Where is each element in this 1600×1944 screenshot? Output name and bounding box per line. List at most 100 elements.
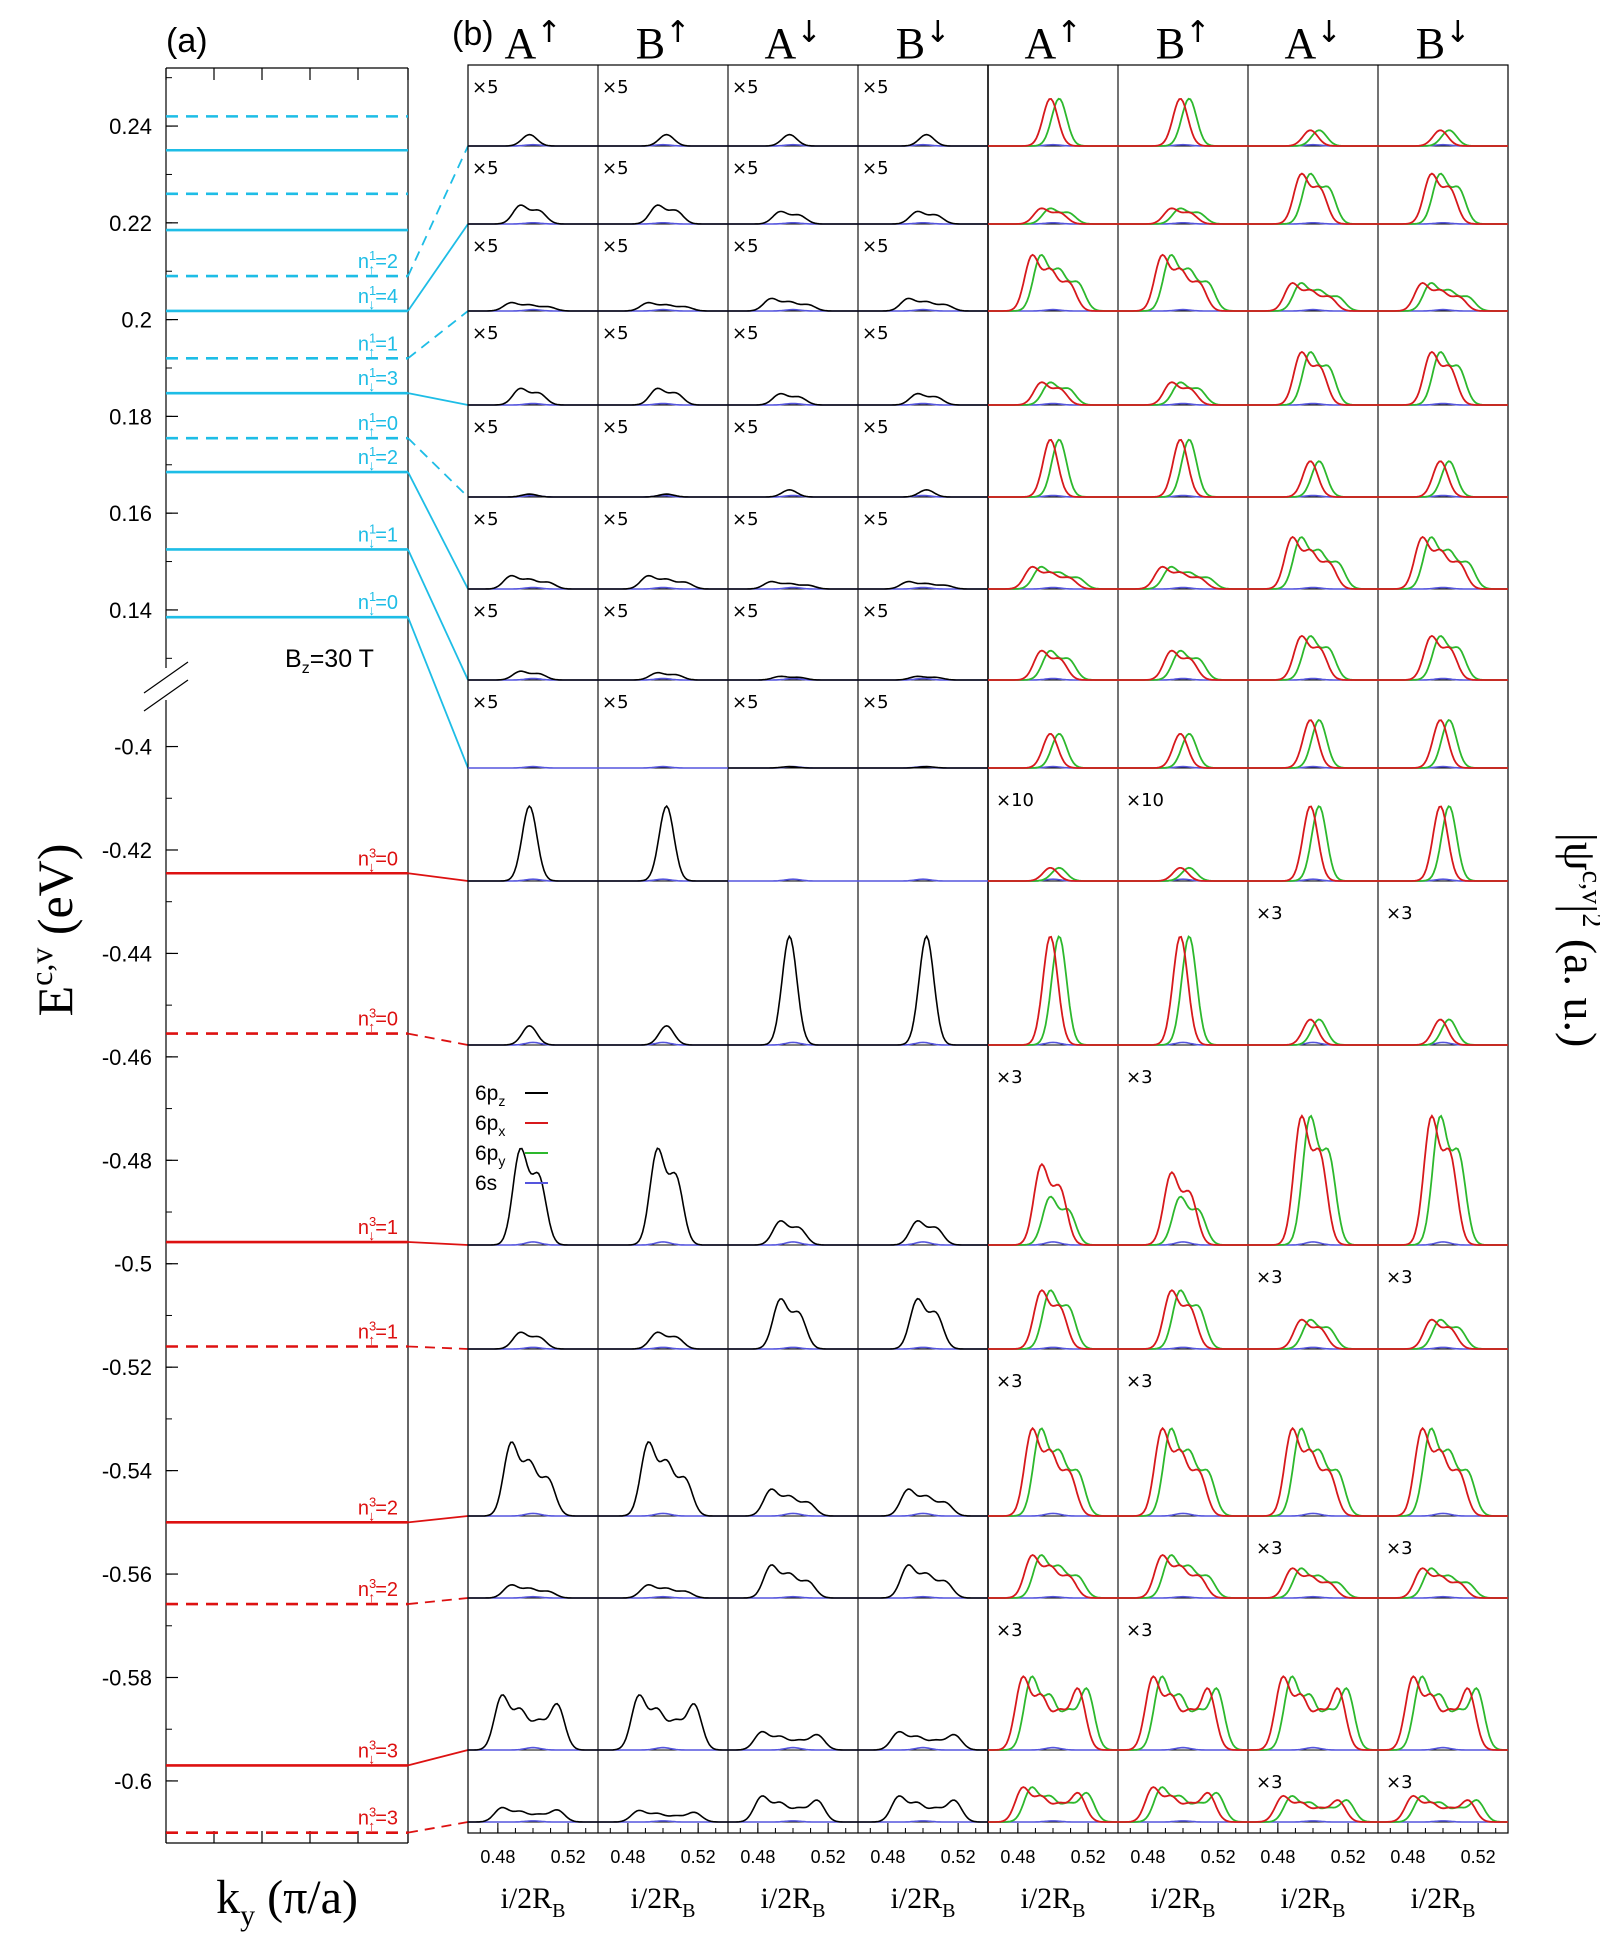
level-label: n3 ↑=3 [358,1805,398,1834]
y-tick-label: 0.2 [121,308,152,333]
curve-6px [1248,129,1378,147]
x-axis-label: i/2RB [760,1882,825,1922]
curve-6pz [858,934,988,1046]
curve-6pz [728,210,858,225]
y-axis-label: Ec,v (eV) [23,844,83,1017]
curve-6pz [468,387,598,406]
curve-6pz [598,1809,728,1823]
column-header: B↑ [636,15,691,68]
y-tick-label: -0.6 [114,1769,152,1794]
y-tick-label: -0.48 [102,1148,152,1173]
curve-6py [1378,1794,1508,1823]
curve-6pz [728,1730,858,1751]
curve-6px [1378,1794,1508,1823]
curve-6py [1378,1567,1508,1599]
curve-6px [1118,1786,1248,1823]
curve-6py [1118,649,1248,681]
curve-6px [1248,460,1378,498]
curve-6py [988,97,1118,147]
scale-factor: ×5 [862,236,889,257]
curve-6py [1378,536,1508,590]
wavefunction-curves [468,97,1508,1823]
column-header: A↓ [1285,15,1342,68]
y-tick-label: -0.46 [102,1045,152,1070]
curve-6px [1248,719,1378,769]
curve-6px [988,1162,1118,1246]
legend: 6pz 6px 6py 6s [475,1082,548,1195]
x-axis-label: i/2RB [890,1882,955,1922]
curve-6py [988,207,1118,225]
curve-6pz [598,133,728,147]
curve-6py [1378,719,1508,769]
curve-6py [1248,129,1378,147]
curve-6s [598,1746,728,1751]
scale-factor: ×10 [996,790,1034,811]
curve-6s [468,1746,598,1751]
panel-b-label: (b) [452,15,494,53]
scale-factor: ×3 [1126,1067,1153,1088]
curve-6pz [598,1147,728,1246]
curve-6px [1378,172,1508,225]
curve-6py [1118,438,1248,498]
level-connectors [407,145,469,1834]
scale-factor: ×3 [1386,1267,1413,1288]
column-header: B↑ [1156,15,1211,68]
curve-6px [1248,1318,1378,1350]
curve-6px [988,867,1118,882]
legend-label: 6py [475,1142,505,1169]
curve-6px [1248,1114,1378,1246]
curve-6px [1248,1794,1378,1823]
curve-6py [1378,129,1508,147]
curve-6px [1378,460,1508,498]
curve-6py [1248,1318,1378,1350]
curve-6px [1118,1426,1248,1517]
y-tick-label: 0.22 [109,211,152,236]
panel-a: 0.140.160.180.20.220.24 -0.4-0.42-0.44-0… [23,22,409,1932]
curve-6py [1378,172,1508,225]
column-header: A↓ [765,15,822,68]
scale-factor: ×5 [862,77,889,98]
scale-factor: ×5 [602,236,629,257]
level-label: n1 ↑=1 [358,330,398,359]
curve-6px [1378,1426,1508,1517]
curve-6px [1378,634,1508,681]
x-tick-label: 0.48 [870,1847,905,1867]
level-label: n3 ↓=1 [358,1214,398,1243]
curve-6s [858,878,988,882]
curve-6py [1248,635,1378,681]
y-tick-label: -0.54 [102,1459,152,1484]
curve-6py [1378,1318,1508,1350]
curve-6px [1248,535,1378,590]
x-axis-label: i/2RB [1410,1882,1475,1922]
energy-levels [166,115,408,1834]
curve-6pz [468,204,598,225]
connector-line [407,1821,469,1834]
x-tick-label: 0.48 [480,1847,515,1867]
level-label: n1 ↓=0 [358,589,398,618]
curve-6px [1378,1675,1508,1751]
curve-6px [1248,1018,1378,1046]
curve-6pz [858,392,988,406]
scale-factor: ×5 [732,236,759,257]
x-tick-label: 0.52 [1331,1847,1366,1867]
curve-6py [1378,1114,1508,1246]
scale-factor: ×5 [732,158,759,179]
curve-6py [988,732,1118,769]
scale-factor: ×5 [862,323,889,344]
curve-6py [1248,281,1378,312]
lower-y-ticks: -0.4 -0.42 -0.44 -0.46 -0.48 -0.5 -0.52 -0.54 -0… [102,735,178,1834]
connector-line [407,872,469,882]
curve-6py [1248,1018,1378,1046]
axis-break-mark-2 [143,679,189,712]
curve-6py [1378,805,1508,882]
curve-6px [988,1553,1118,1599]
scale-factor: ×5 [472,77,499,98]
scale-factor: ×5 [862,158,889,179]
connector-line [407,1749,469,1767]
level-label: n3 ↓=0 [358,845,398,874]
scale-factor: ×3 [1256,1267,1283,1288]
x-axis-label: i/2RB [1280,1882,1345,1922]
curve-6py [1378,1018,1508,1046]
y-tick-label: 0.14 [109,598,152,623]
column-headers: A↑ B↑ A↓ B↓ A↑ B↑ A↓ B↓ [505,15,1471,68]
